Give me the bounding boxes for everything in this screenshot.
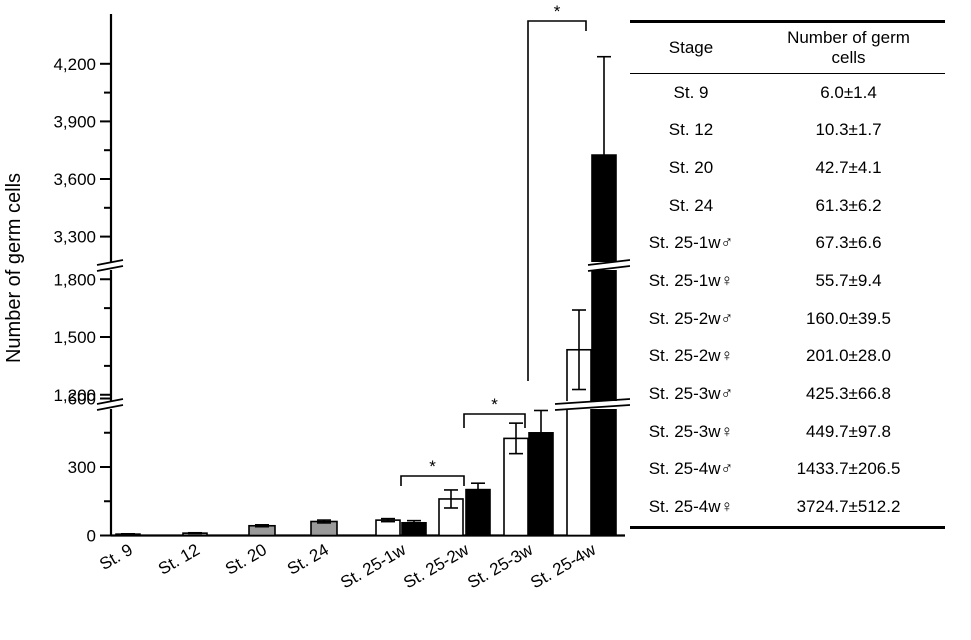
count-cell: 449.7±97.8 bbox=[806, 421, 891, 441]
stage-cell: St. 12 bbox=[668, 120, 714, 140]
x-tick-label: St. 25-4w bbox=[527, 540, 599, 593]
axis-breaks bbox=[96, 259, 630, 411]
bar-break-mark bbox=[554, 398, 630, 405]
table-row: St. 25-1w♀ 55.7±9.4 bbox=[630, 262, 945, 300]
count-cell: 6.0±1.4 bbox=[820, 82, 877, 102]
header-count-text: Number of germ cells bbox=[787, 28, 910, 67]
count-cell: 3724.7±512.2 bbox=[752, 488, 945, 529]
axis-break-gap bbox=[97, 262, 123, 270]
axis-break-mark bbox=[96, 398, 124, 405]
y-tick-label: 3,300 bbox=[53, 228, 96, 247]
x-tick-label: St. 25-2w bbox=[400, 540, 472, 593]
count-cell: 55.7±9.4 bbox=[815, 271, 882, 291]
significance-label: * bbox=[554, 2, 561, 21]
table-row: St. 25-1w♂ 67.3±6.6 bbox=[630, 225, 945, 263]
stage-cell: St. 25-4w♀ bbox=[630, 488, 752, 529]
table-row: St. 25-4w♂ 1433.7±206.5 bbox=[630, 450, 945, 488]
y-tick-label: 0 bbox=[87, 527, 96, 546]
y-tick-label: 600 bbox=[68, 390, 96, 409]
bars bbox=[115, 154, 617, 537]
stage-cell: St. 9 bbox=[673, 82, 709, 102]
table-row: St. 25-3w♂ 425.3±66.8 bbox=[630, 375, 945, 413]
significance-brackets: * * * bbox=[400, 2, 587, 486]
table-row: St. 25-2w♂ 160.0±39.5 bbox=[630, 300, 945, 338]
x-tick-label: St. 25-3w bbox=[464, 540, 536, 593]
count-cell: 67.3±6.6 bbox=[815, 233, 882, 253]
stage-cell: St. 20 bbox=[668, 158, 714, 178]
table-header-row: Stage Number of germ cells bbox=[630, 20, 945, 74]
x-tick-label: St. 25-1w bbox=[337, 540, 409, 593]
count-cell: 61.3±6.2 bbox=[815, 195, 882, 215]
header-count: Number of germ cells bbox=[752, 20, 945, 74]
table-row: St. 25-2w♀ 201.0±28.0 bbox=[630, 337, 945, 375]
axis-break-mark bbox=[96, 404, 124, 411]
stage-cell: St. 25-3w♀ bbox=[648, 421, 734, 441]
stage-cell: St. 25-4w♂ bbox=[648, 459, 734, 479]
significance-bracket bbox=[527, 20, 587, 381]
count-cell: 10.3±1.7 bbox=[815, 120, 882, 140]
y-tick-label: 1,500 bbox=[53, 328, 96, 347]
significance-label: * bbox=[491, 395, 498, 414]
count-cell: 160.0±39.5 bbox=[806, 308, 891, 328]
stage-cell: St. 24 bbox=[668, 195, 714, 215]
bar-break-mark bbox=[587, 265, 630, 272]
count-cell: 201.0±28.0 bbox=[806, 346, 891, 366]
count-cell: 42.7±4.1 bbox=[815, 158, 882, 178]
bar-break-gap bbox=[588, 262, 630, 270]
y-tick-label: 3,600 bbox=[53, 170, 96, 189]
y-axis-label: Number of germ cells bbox=[3, 173, 25, 363]
bar-break-mark bbox=[554, 404, 630, 411]
x-tick-label: St. 12 bbox=[155, 540, 203, 579]
y-tick-label: 300 bbox=[68, 458, 96, 477]
count-cell: 1433.7±206.5 bbox=[796, 459, 901, 479]
stage-cell: St. 25-1w♂ bbox=[648, 233, 734, 253]
x-tick-label: St. 24 bbox=[284, 540, 332, 579]
x-tick-label: St. 9 bbox=[96, 540, 136, 574]
axis-break-gap bbox=[97, 401, 123, 409]
table-row: St. 20 42.7±4.1 bbox=[630, 149, 945, 187]
error-bars bbox=[121, 55, 611, 536]
table-row: St. 25-3w♀ 449.7±97.8 bbox=[630, 413, 945, 451]
stage-cell: St. 25-3w♂ bbox=[648, 383, 734, 403]
count-cell: 425.3±66.8 bbox=[806, 383, 891, 403]
x-tick-label: St. 20 bbox=[222, 540, 270, 579]
table-row: St. 25-4w♀ 3724.7±512.2 bbox=[630, 488, 945, 529]
axis-break-mark bbox=[96, 265, 124, 272]
y-tick-label: 1,800 bbox=[53, 270, 96, 289]
germ-cell-table: Stage Number of germ cells St. 9 6.0±1.4 S… bbox=[630, 20, 945, 529]
y-tick-label: 3,900 bbox=[53, 112, 96, 131]
table-row: St. 9 6.0±1.4 bbox=[630, 74, 945, 112]
stage-cell: St. 25-2w♀ bbox=[648, 346, 734, 366]
table-row: St. 12 10.3±1.7 bbox=[630, 112, 945, 150]
bar bbox=[503, 437, 529, 537]
stage-cell: St. 25-1w♀ bbox=[648, 271, 734, 291]
significance-bracket bbox=[463, 413, 526, 428]
bar-break-gap bbox=[555, 401, 630, 409]
y-tick-label: 1,200 bbox=[53, 386, 96, 405]
bar-break-mark bbox=[587, 259, 630, 266]
axis-break-mark bbox=[96, 259, 124, 266]
y-tick-label: 4,200 bbox=[53, 55, 96, 74]
significance-label: * bbox=[429, 457, 436, 476]
stage-cell: St. 25-2w♂ bbox=[648, 308, 734, 328]
table-row: St. 24 61.3±6.2 bbox=[630, 187, 945, 225]
significance-bracket bbox=[400, 475, 465, 486]
header-stage: Stage bbox=[630, 20, 752, 74]
